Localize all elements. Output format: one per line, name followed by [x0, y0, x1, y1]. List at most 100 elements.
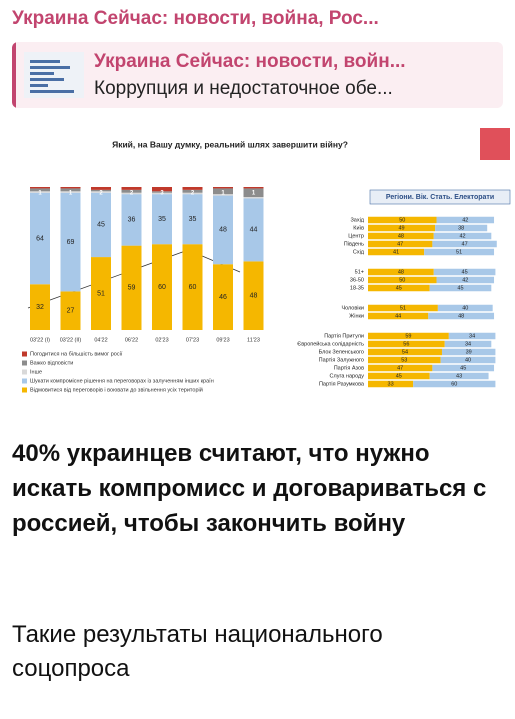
bar-value-label: 40: [462, 305, 468, 311]
legend-label: Важко відповісти: [30, 360, 73, 366]
bar-value-label: 69: [67, 239, 75, 246]
row-label: Південь: [344, 241, 364, 247]
bar-segment: [213, 188, 233, 195]
bar-segment: [428, 312, 495, 320]
x-tick-label: 03'22 (II): [60, 337, 82, 343]
bar-value-label: 56: [403, 341, 409, 347]
bar-top-label: 1: [69, 191, 73, 197]
bar-value-label: 64: [36, 235, 44, 242]
row-label: Партія Залужного: [319, 357, 364, 363]
bar-value-label: 51: [400, 305, 406, 311]
bar-value-label: 59: [405, 333, 411, 339]
bar-value-label: 47: [462, 241, 468, 247]
bar-segment: [368, 356, 441, 364]
bar-segment: [368, 372, 430, 380]
bar-segment: [448, 332, 496, 340]
chart-image: Який, на Вашу думку, реальний шлях завер…: [0, 118, 515, 426]
row-label: Слуга народу: [330, 373, 365, 379]
bar-value-label: 42: [462, 217, 468, 223]
bar-value-label: 45: [396, 373, 402, 379]
x-tick-label: 06'22: [125, 337, 138, 343]
bar-value-label: 60: [451, 381, 457, 387]
bar-segment: [435, 224, 488, 232]
bar-segment: [440, 356, 496, 364]
reply-thumbnail: [24, 52, 84, 98]
legend-swatch: [22, 378, 27, 384]
bar-value-label: 42: [459, 233, 465, 239]
bar-segment: [182, 189, 203, 193]
bar-segment: [429, 372, 489, 380]
bar-segment: [368, 380, 414, 388]
reply-text: Коррупция и недостаточное обе...: [94, 78, 393, 99]
channel-title[interactable]: Украина Сейчас: новости, война, Рос...: [12, 8, 379, 29]
bar-value-label: 35: [158, 216, 166, 223]
bar-segment: [368, 268, 434, 276]
bar-segment: [368, 340, 445, 348]
bar-segment: [413, 380, 496, 388]
row-label: Жінки: [349, 313, 364, 319]
bar-segment: [429, 284, 492, 292]
logo: [480, 128, 510, 160]
bar-segment: [182, 187, 203, 190]
bar-segment: [60, 291, 81, 330]
bar-segment: [182, 244, 203, 330]
bar-segment: [243, 187, 264, 189]
bar-value-label: 51: [97, 290, 105, 297]
bar-value-label: 45: [460, 365, 466, 371]
bar-top-label: 1: [38, 191, 42, 197]
bar-segment: [91, 187, 111, 190]
bar-value-label: 60: [158, 284, 166, 291]
row-label: Партія Азов: [334, 365, 364, 371]
bar-segment: [152, 187, 172, 192]
legend-swatch: [22, 369, 27, 375]
bar-segment: [436, 216, 495, 224]
reply-quote[interactable]: Украина Сейчас: новости, войн... Коррупц…: [12, 42, 503, 108]
post-subtext: Такие результаты национального соцопроса: [12, 621, 383, 682]
bar-segment: [121, 189, 142, 193]
bar-segment: [152, 192, 172, 195]
panel-header: [369, 189, 511, 205]
row-label: 51+: [355, 269, 364, 275]
bar-segment: [121, 245, 142, 330]
row-label: Партія Разумкова: [319, 381, 365, 387]
legend-label: Погодитися на більшість вимог росії: [30, 351, 123, 357]
bar-segment: [60, 191, 81, 193]
bar-value-label: 34: [465, 341, 471, 347]
bar-value-label: 34: [469, 333, 475, 339]
bar-value-label: 45: [457, 285, 463, 291]
bar-value-label: 32: [36, 304, 44, 311]
bar-value-label: 60: [189, 284, 197, 291]
bar-segment: [368, 248, 425, 256]
bar-value-label: 48: [250, 293, 258, 300]
legend-label: Відмовитися від переговорів і воювати до…: [30, 386, 203, 393]
row-label: Партія Притули: [324, 333, 364, 339]
bar-value-label: 47: [397, 241, 403, 247]
bar-top-label: 1: [221, 191, 225, 197]
row-label: 18-35: [350, 285, 364, 291]
bar-value-label: 49: [399, 225, 405, 231]
x-tick-label: 07'23: [186, 337, 199, 343]
row-label: Київ: [353, 225, 364, 231]
bar-segment: [424, 248, 495, 256]
bar-top-label: 3: [160, 191, 164, 197]
bar-segment: [243, 261, 264, 330]
bar-segment: [213, 194, 233, 196]
bar-segment: [368, 232, 434, 240]
bar-value-label: 45: [462, 269, 468, 275]
bar-value-label: 44: [250, 227, 258, 234]
bar-segment: [368, 224, 436, 232]
bar-value-label: 59: [128, 285, 136, 292]
bar-value-label: 36: [128, 217, 136, 224]
bar-segment: [432, 240, 497, 248]
legend-swatch: [22, 360, 27, 366]
reply-title: Украина Сейчас: новости, войн...: [94, 51, 406, 72]
bar-segment: [368, 304, 438, 312]
bar-value-label: 48: [398, 233, 404, 239]
bar-segment: [91, 189, 111, 192]
bar-value-label: 50: [399, 217, 405, 223]
post-text: 40% украинцев считают, что нужно искать …: [12, 440, 487, 537]
bar-value-label: 45: [97, 222, 105, 229]
bar-segment: [121, 192, 142, 195]
bar-segment: [91, 192, 111, 258]
x-tick-label: 11'23: [247, 337, 260, 343]
